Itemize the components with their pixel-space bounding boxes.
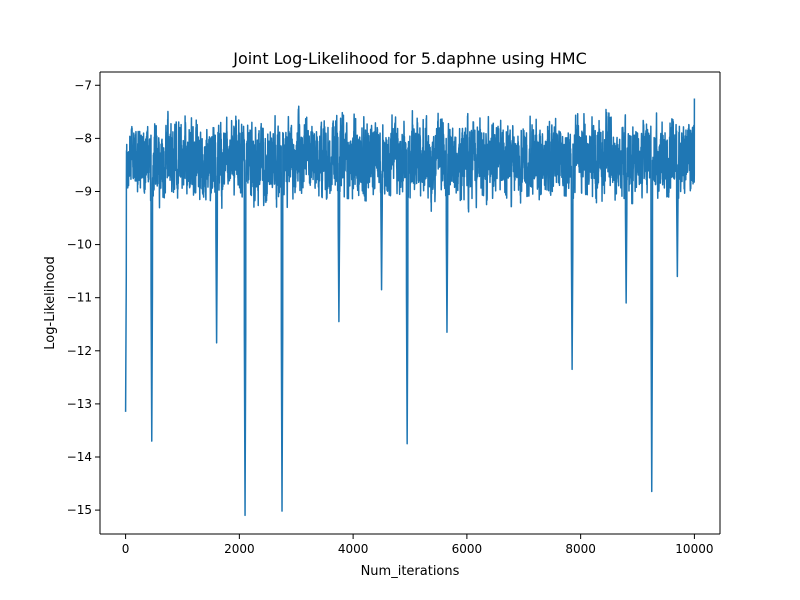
- x-tick-label: 0: [122, 542, 130, 556]
- plot-area: [124, 98, 696, 517]
- x-tick-label: 8000: [565, 542, 596, 556]
- y-tick-label: −7: [74, 78, 92, 92]
- x-tick-label: 10000: [675, 542, 713, 556]
- x-axis-ticks: 0 2000 4000 6000 8000 10000: [122, 534, 713, 556]
- series-line-log-likelihood: [124, 98, 696, 517]
- y-axis-label: Log-Likelihood: [43, 256, 58, 349]
- y-tick-label: −8: [74, 131, 92, 145]
- x-tick-label: 6000: [452, 542, 483, 556]
- x-tick-label: 2000: [224, 542, 255, 556]
- y-tick-label: −11: [67, 291, 92, 305]
- x-axis-label: Num_iterations: [361, 564, 460, 579]
- y-tick-label: −10: [67, 238, 92, 252]
- y-axis-ticks: −7 −8 −9 −10 −11 −12 −13 −14 −15: [67, 78, 100, 517]
- y-tick-label: −12: [67, 344, 92, 358]
- y-tick-label: −13: [67, 397, 92, 411]
- y-tick-label: −15: [67, 503, 92, 517]
- x-tick-label: 4000: [338, 542, 369, 556]
- y-tick-label: −9: [74, 184, 92, 198]
- chart-title: Joint Log-Likelihood for 5.daphne using …: [232, 49, 587, 68]
- y-tick-label: −14: [67, 450, 92, 464]
